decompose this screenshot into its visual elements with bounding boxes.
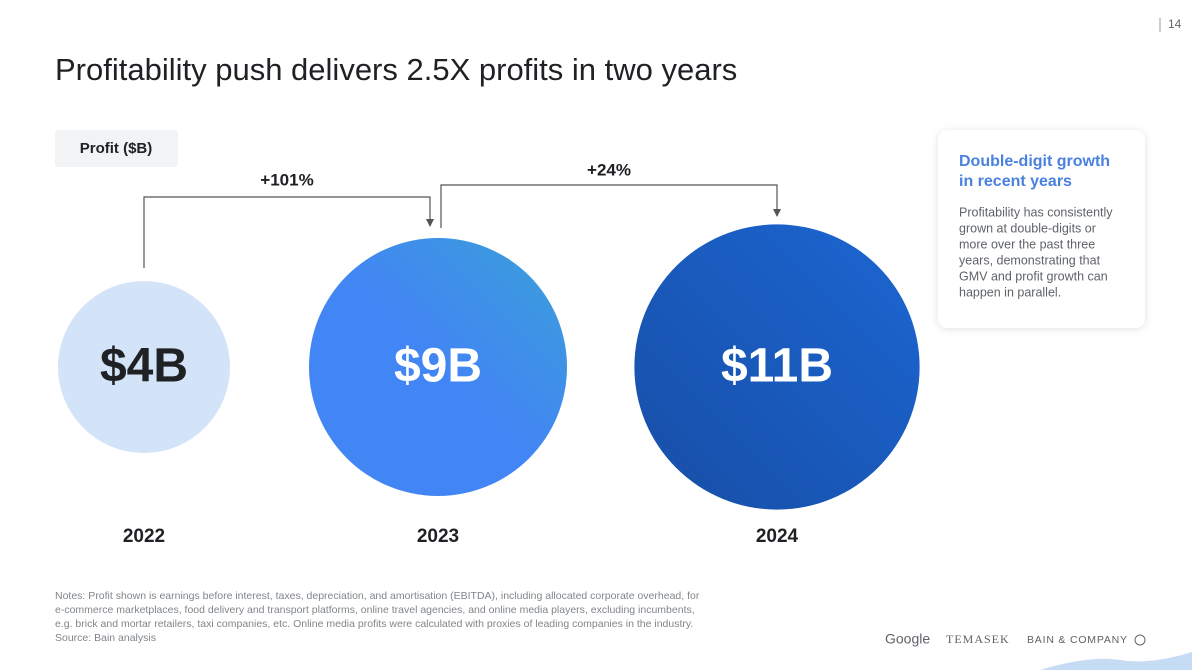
page-number: 14 <box>1168 17 1182 31</box>
sidebar-heading: Double-digit growth <box>959 153 1110 170</box>
logo: TEMASEK <box>946 632 1010 646</box>
logo-icon <box>1134 634 1146 646</box>
label-box <box>55 130 178 167</box>
decoration <box>1040 652 1192 670</box>
bubble <box>309 238 567 496</box>
sidebar-text: GMV and profit growth can <box>959 269 1108 283</box>
value-label: $9B <box>394 340 482 393</box>
category-label: 2024 <box>756 526 799 547</box>
note-line: e.g. brick and mortar retailers, taxi co… <box>55 618 693 630</box>
arrow <box>440 184 781 228</box>
notes: Notes: Profit shown is earnings before i… <box>55 590 700 644</box>
bubble <box>634 224 920 510</box>
note-line: e-commerce marketplaces, food delivery a… <box>55 604 695 616</box>
value-label: $11B <box>721 340 833 393</box>
sidebar-text: Profitability has consistently <box>959 205 1113 219</box>
annotation: +24% <box>587 160 631 179</box>
annotation: +101% <box>260 170 313 189</box>
value-label: $4B <box>100 340 188 393</box>
bubbles: $4B 2022 $9B 2023 $11B 2024 <box>58 224 920 547</box>
sidebar-text: years, demonstrating that <box>959 253 1101 267</box>
bubble <box>58 281 230 453</box>
sidebar-body: Profitability has consistently grown at d… <box>959 205 1113 299</box>
category-label: 2023 <box>417 526 459 547</box>
category-label: 2022 <box>123 526 165 547</box>
sidebar-text: happen in parallel. <box>959 285 1061 299</box>
sidebar-text: grown at double-digits or <box>959 221 1096 235</box>
note-line: Source: Bain analysis <box>55 632 156 644</box>
arrow <box>143 196 434 268</box>
sidebar-heading: in recent years <box>959 173 1072 190</box>
sidebar-text: more over the past three <box>959 237 1095 251</box>
note-line: Notes: Profit shown is earnings before i… <box>55 590 700 602</box>
sidebar-card <box>938 130 1145 328</box>
logo: BAIN & COMPANY <box>1027 634 1128 646</box>
logo: Google <box>885 631 930 647</box>
chart-title: Profitability push delivers 2.5X profits… <box>55 52 737 87</box>
subtitle: Profit ($B) <box>80 140 153 157</box>
